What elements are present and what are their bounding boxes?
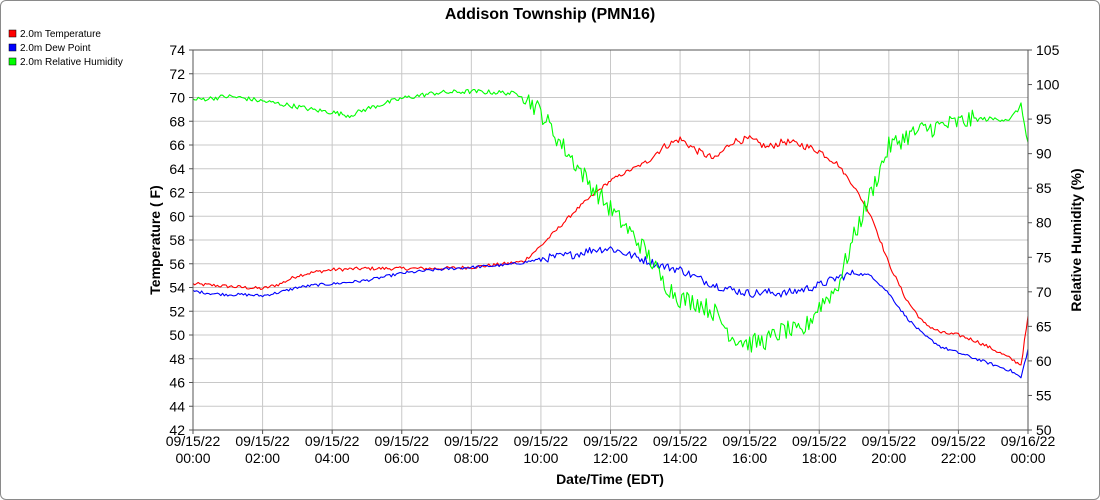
- right-tick-label: 65: [1036, 318, 1052, 334]
- x-tick-date: 09/15/22: [305, 433, 360, 449]
- right-tick-label: 50: [1036, 422, 1052, 438]
- right-tick-label: 85: [1036, 180, 1052, 196]
- x-tick-time: 00:00: [175, 450, 210, 466]
- left-axis: 42 44 46 48 50 52 54 56 58 60 62 64 66 68 70 72 74: [169, 42, 193, 438]
- x-tick-date: 09/16/22: [1001, 433, 1056, 449]
- left-tick-label: 54: [169, 280, 185, 296]
- series-line-2-0m-dew-point: [192, 246, 1029, 379]
- legend-label-relative-humidity: 2.0m Relative Humidity: [20, 57, 123, 68]
- x-tick-time: 04:00: [315, 450, 350, 466]
- right-tick-label: 75: [1036, 249, 1052, 265]
- right-tick-label: 55: [1036, 387, 1052, 403]
- left-tick-label: 74: [169, 42, 185, 58]
- right-tick-label: 90: [1036, 146, 1052, 162]
- left-tick-label: 66: [169, 137, 185, 153]
- left-tick-label: 50: [169, 327, 185, 343]
- x-tick-time: 16:00: [732, 450, 767, 466]
- x-tick-date: 09/15/22: [653, 433, 708, 449]
- right-tick-label: 80: [1036, 215, 1052, 231]
- right-tick-label: 95: [1036, 111, 1052, 127]
- x-tick-date: 09/15/22: [792, 433, 847, 449]
- left-tick-label: 52: [169, 303, 185, 319]
- right-tick-label: 100: [1036, 77, 1060, 93]
- right-tick-label: 70: [1036, 284, 1052, 300]
- legend-label-temperature: 2.0m Temperature: [20, 29, 101, 40]
- left-tick-label: 48: [169, 351, 185, 367]
- x-tick-date: 09/15/22: [583, 433, 638, 449]
- x-tick-time: 12:00: [593, 450, 628, 466]
- left-tick-label: 64: [169, 161, 185, 177]
- x-tick-time: 10:00: [523, 450, 558, 466]
- right-tick-label: 60: [1036, 353, 1052, 369]
- x-tick-time: 14:00: [663, 450, 698, 466]
- x-tick-time: 20:00: [871, 450, 906, 466]
- right-axis: 50 55 60 65 70 75 80 85 90 95 100 105: [1028, 42, 1060, 438]
- left-tick-label: 56: [169, 256, 185, 272]
- left-tick-label: 62: [169, 185, 185, 201]
- series-line-2-0m-relative-humidity: [192, 88, 1029, 353]
- left-tick-label: 58: [169, 232, 185, 248]
- x-tick-time: 08:00: [454, 450, 489, 466]
- x-tick-date: 09/15/22: [375, 433, 430, 449]
- x-tick-time: 22:00: [941, 450, 976, 466]
- series-line-2-0m-temperature: [192, 135, 1029, 366]
- right-tick-label: 105: [1036, 42, 1060, 58]
- x-tick-time: 18:00: [802, 450, 837, 466]
- left-tick-label: 70: [169, 90, 185, 106]
- left-tick-label: 42: [169, 422, 185, 438]
- x-tick-date: 09/15/22: [235, 433, 290, 449]
- left-tick-label: 44: [169, 398, 185, 414]
- x-tick-date: 09/15/22: [862, 433, 917, 449]
- x-tick-time: 00:00: [1010, 450, 1045, 466]
- legend-swatch-dew-point: [8, 43, 17, 52]
- left-tick-label: 72: [169, 66, 185, 82]
- x-tick-time: 02:00: [245, 450, 280, 466]
- x-tick-date: 09/15/22: [514, 433, 569, 449]
- left-tick-label: 68: [169, 113, 185, 129]
- x-tick-date: 09/15/22: [166, 433, 221, 449]
- left-axis-title: Temperature ( F): [147, 185, 163, 294]
- x-tick-date: 09/15/22: [722, 433, 777, 449]
- legend-label-dew-point: 2.0m Dew Point: [20, 43, 91, 54]
- x-tick-time: 06:00: [384, 450, 419, 466]
- legend-swatch-relative-humidity: [8, 57, 17, 66]
- x-axis-title: Date/Time (EDT): [556, 471, 664, 487]
- left-tick-label: 60: [169, 208, 185, 224]
- x-tick-date: 09/15/22: [444, 433, 499, 449]
- x-tick-date: 09/15/22: [931, 433, 986, 449]
- chart-title: Addison Township (PMN16): [445, 6, 655, 23]
- legend-swatch-temperature: [8, 29, 17, 38]
- left-tick-label: 46: [169, 375, 185, 391]
- right-axis-title: Relative Humidity (%): [1068, 168, 1084, 311]
- x-axis: 09/15/2200:0009/15/2202:0009/15/2204:000…: [166, 430, 1056, 466]
- series-layer: [192, 88, 1029, 379]
- legend: 2.0m Temperature 2.0m Dew Point 2.0m Rel…: [8, 29, 123, 68]
